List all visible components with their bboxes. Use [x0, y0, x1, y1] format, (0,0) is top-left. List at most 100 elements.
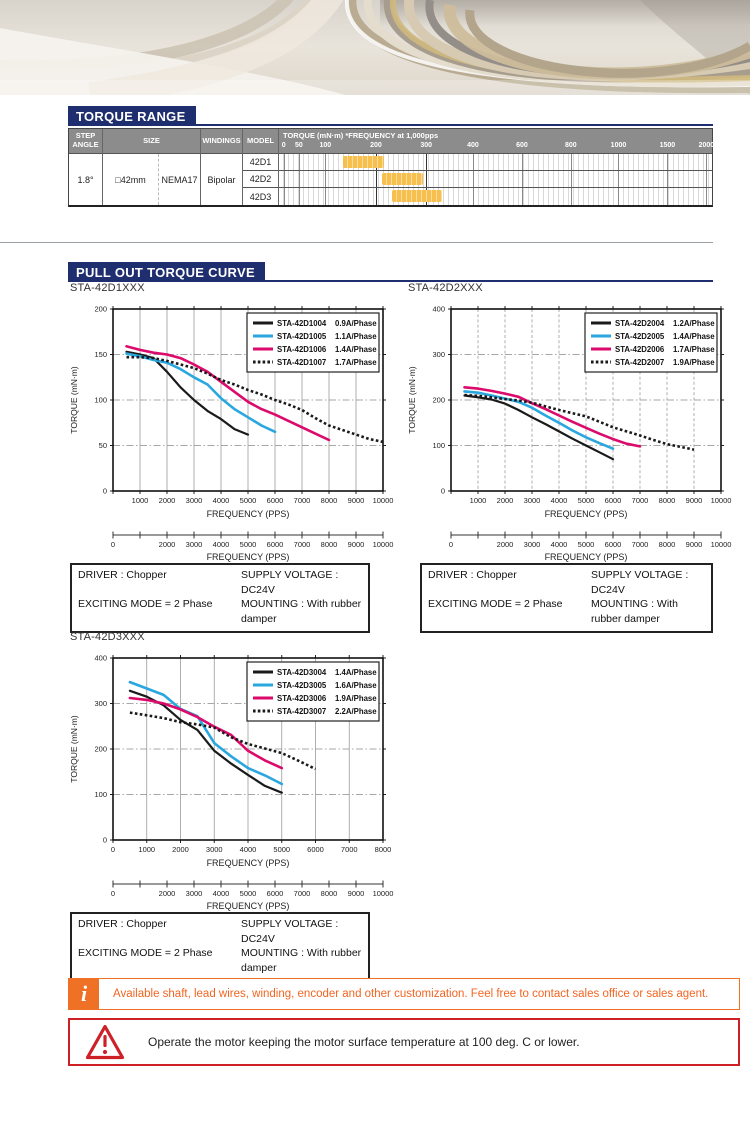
svg-text:100: 100	[94, 790, 107, 799]
svg-text:7000: 7000	[632, 496, 649, 505]
svg-text:200: 200	[94, 305, 107, 314]
svg-text:8000: 8000	[321, 889, 338, 898]
svg-text:STA-42D2004: STA-42D2004	[615, 319, 665, 328]
svg-text:FREQUENCY (PPS): FREQUENCY (PPS)	[545, 552, 628, 562]
svg-text:1.1A/Phase: 1.1A/Phase	[335, 332, 377, 341]
svg-text:4000: 4000	[551, 496, 568, 505]
svg-text:1.7A/Phase: 1.7A/Phase	[673, 345, 715, 354]
svg-text:STA-42D3007: STA-42D3007	[277, 707, 326, 716]
svg-text:FREQUENCY (PPS): FREQUENCY (PPS)	[207, 552, 290, 562]
svg-text:1.4A/Phase: 1.4A/Phase	[673, 332, 715, 341]
svg-text:8000: 8000	[659, 496, 676, 505]
svg-text:1.2A/Phase: 1.2A/Phase	[673, 319, 715, 328]
svg-text:9000: 9000	[686, 540, 703, 549]
svg-text:6000: 6000	[307, 845, 324, 854]
svg-text:0: 0	[111, 540, 115, 549]
svg-text:7000: 7000	[632, 540, 649, 549]
svg-text:3000: 3000	[524, 496, 541, 505]
svg-text:STA-42D2005: STA-42D2005	[615, 332, 665, 341]
svg-text:10000: 10000	[373, 540, 394, 549]
svg-text:9000: 9000	[348, 540, 365, 549]
svg-text:6000: 6000	[267, 889, 284, 898]
temperature-warning-text: Operate the motor keeping the motor surf…	[148, 1035, 580, 1049]
warning-triangle-icon	[85, 1024, 125, 1060]
supply-voltage-label: SUPPLY VOLTAGE : DC24V	[241, 569, 339, 596]
customization-info-box: i Available shaft, lead wires, winding, …	[68, 978, 740, 1010]
pull-out-heading-label: PULL OUT TORQUE CURVE	[68, 262, 265, 282]
pull-out-torque-chart-42d3: 0 100 200 300 400 TORQUE (mN·m) 0 1000 2000 3000 4…	[69, 654, 394, 911]
svg-text:4000: 4000	[213, 540, 230, 549]
svg-text:0: 0	[449, 540, 453, 549]
svg-text:1.7A/Phase: 1.7A/Phase	[335, 358, 377, 367]
svg-text:2.2A/Phase: 2.2A/Phase	[335, 707, 377, 716]
svg-text:2000: 2000	[172, 845, 189, 854]
torque-bar-row-42d3	[279, 188, 712, 205]
svg-text:10000: 10000	[373, 889, 394, 898]
svg-text:3000: 3000	[206, 845, 223, 854]
svg-text:STA-42D2007: STA-42D2007	[615, 358, 664, 367]
info-icon: i	[69, 979, 99, 1009]
heading-underline	[68, 280, 713, 282]
svg-text:5000: 5000	[273, 845, 290, 854]
svg-text:300: 300	[432, 350, 445, 359]
svg-text:STA-42D1005: STA-42D1005	[277, 332, 327, 341]
pull-out-torque-chart-42d1: 0 50 100 150 200 TORQUE (mN·m) 1000 2000 3000 400…	[69, 305, 394, 562]
svg-text:FREQUENCY (PPS): FREQUENCY (PPS)	[207, 901, 290, 911]
svg-text:5000: 5000	[240, 496, 257, 505]
svg-text:STA-42D2006: STA-42D2006	[615, 345, 665, 354]
svg-text:10000: 10000	[711, 540, 732, 549]
svg-text:10000: 10000	[373, 496, 394, 505]
size-mm-value: □42mm	[103, 154, 159, 205]
svg-text:3000: 3000	[186, 540, 203, 549]
svg-text:5000: 5000	[240, 540, 257, 549]
driver-conditions-box-3: DRIVER : Chopper SUPPLY VOLTAGE : DC24V …	[70, 912, 370, 982]
torque-range-table: STEP ANGLE 1.8° SIZE □42mm NEMA17 WINDIN…	[68, 128, 714, 207]
svg-text:1.4A/Phase: 1.4A/Phase	[335, 668, 377, 677]
svg-text:FREQUENCY (PPS): FREQUENCY (PPS)	[207, 509, 290, 519]
temperature-warning-box: Operate the motor keeping the motor surf…	[68, 1018, 740, 1066]
supply-voltage-label: SUPPLY VOLTAGE : DC24V	[241, 918, 339, 945]
svg-text:50: 50	[99, 441, 107, 450]
svg-text:7000: 7000	[341, 845, 358, 854]
svg-text:STA-42D3004: STA-42D3004	[277, 668, 327, 677]
pull-out-torque-section-heading: PULL OUT TORQUE CURVE	[68, 262, 713, 282]
column-size: SIZE □42mm NEMA17	[103, 129, 201, 205]
column-model: MODEL 42D1 42D2 42D3	[243, 129, 279, 205]
svg-text:0: 0	[111, 889, 115, 898]
motion-blur-tracks-image	[0, 0, 750, 95]
svg-text:400: 400	[432, 305, 445, 314]
svg-text:STA-42D1007: STA-42D1007	[277, 358, 326, 367]
svg-text:6000: 6000	[267, 496, 284, 505]
mounting-label: MOUNTING : With rubber damper	[591, 598, 678, 626]
svg-text:5000: 5000	[578, 540, 595, 549]
svg-text:0: 0	[103, 487, 107, 496]
svg-text:TORQUE (mN·m): TORQUE (mN·m)	[69, 715, 79, 783]
svg-text:4000: 4000	[213, 889, 230, 898]
svg-text:0: 0	[441, 487, 445, 496]
svg-text:STA-42D3005: STA-42D3005	[277, 681, 327, 690]
svg-text:4000: 4000	[213, 496, 230, 505]
svg-text:8000: 8000	[375, 845, 392, 854]
mounting-label: MOUNTING : With rubber damper	[241, 947, 362, 975]
model-header: MODEL	[243, 129, 278, 154]
driver-label: DRIVER : Chopper	[428, 569, 517, 581]
heading-underline	[68, 124, 713, 126]
svg-text:7000: 7000	[294, 496, 311, 505]
svg-text:7000: 7000	[294, 540, 311, 549]
svg-text:300: 300	[94, 699, 107, 708]
svg-text:8000: 8000	[659, 540, 676, 549]
svg-text:STA-42D1006: STA-42D1006	[277, 345, 327, 354]
size-nema-value: NEMA17	[159, 154, 200, 205]
svg-text:400: 400	[94, 654, 107, 663]
svg-text:0: 0	[103, 836, 107, 845]
svg-text:4000: 4000	[240, 845, 257, 854]
svg-text:4000: 4000	[551, 540, 568, 549]
svg-text:2000: 2000	[497, 540, 514, 549]
svg-text:6000: 6000	[267, 540, 284, 549]
svg-text:1000: 1000	[470, 496, 487, 505]
model-42d2: 42D2	[243, 171, 278, 188]
svg-text:9000: 9000	[348, 496, 365, 505]
torque-bar-row-42d1	[279, 154, 712, 171]
svg-text:1000: 1000	[138, 845, 155, 854]
